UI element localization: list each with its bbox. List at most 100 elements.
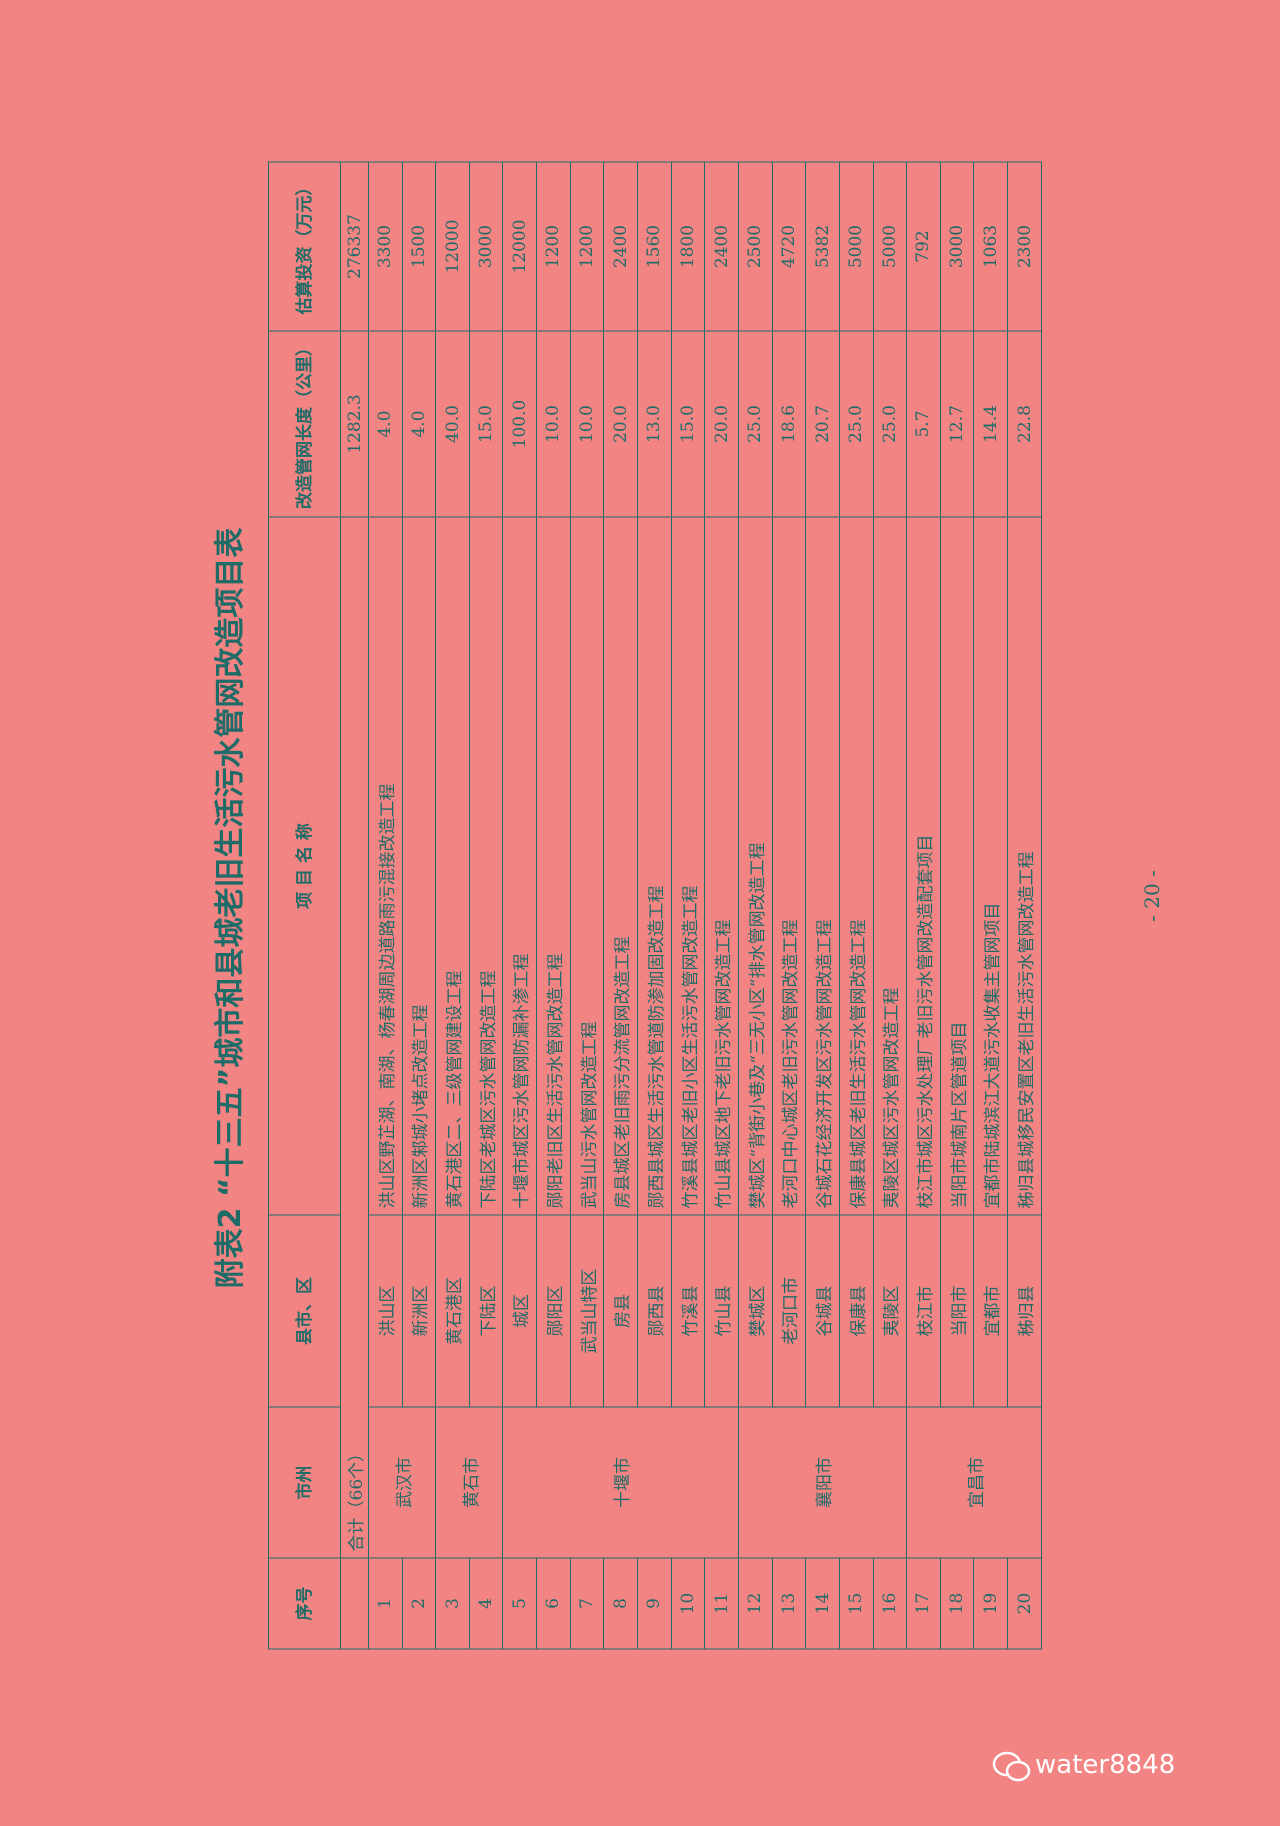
city: 黄石市 [435,1407,503,1558]
investment: 2400 [704,162,739,331]
header-cell: 序号 [268,1558,341,1649]
row-number: 1 [368,1558,403,1649]
project-name: 武当山污水管网改造工程 [570,517,604,1215]
row-number: 16 [873,1558,907,1649]
project-name: 枝江市城区污水处理厂老旧污水管网改造配套项目 [906,517,941,1215]
length: 20.0 [603,331,638,517]
project-name: 洪山区野芷湖、南湖、杨春湖周边道路雨污混接改造工程 [368,517,403,1215]
row-number: 14 [805,1558,840,1649]
length: 15.0 [469,331,503,517]
project-name: 保康县城区老旧生活污水管网改造工程 [839,517,874,1215]
row-number: 15 [839,1558,874,1649]
investment: 1560 [637,162,672,331]
length: 25.0 [873,331,907,517]
table-row: 5 十堰市 城区 十堰市城区污水管网防漏补渗工程 100.0 12000 [502,162,739,1649]
header-row: 序号 市州 县市、区项 目 名 称改造管网长度（公里） 估算投资（万元） [268,162,341,1649]
county: 黄石港区 [435,1215,470,1407]
investment: 3300 [368,162,403,331]
header-cell: 估算投资（万元） [268,162,341,331]
row-number: 5 [502,1558,537,1649]
total-investment: 276337 [340,162,369,331]
project-name: 樊城区“背街小巷及“三无小区”排水管网改造工程 [738,517,773,1215]
total-label: 合计（66个） [340,517,369,1558]
county: 保康县 [839,1215,874,1407]
investment: 2300 [1007,162,1042,331]
row-number: 12 [738,1558,773,1649]
investment: 1200 [570,162,604,331]
county: 下陆区 [469,1215,503,1407]
investment: 1063 [973,162,1008,331]
investment: 5000 [873,162,907,331]
header-cell: 县市、区 [268,1215,341,1407]
row-number: 6 [536,1558,571,1649]
document-title: 附表2 “十三五”城市和县城老旧生活污水管网改造项目表 [213,527,248,1289]
county: 武当山特区 [570,1215,604,1407]
row-number: 8 [603,1558,638,1649]
row-number: 20 [1007,1558,1042,1649]
row-number: 4 [469,1558,503,1649]
length: 13.0 [637,331,672,517]
project-name: 谷城石花经济开发区污水管网改造工程 [805,517,840,1215]
row-number: 9 [637,1558,672,1649]
county: 当阳市 [940,1215,974,1407]
header-cell: 改造管网长度（公里） [268,331,341,517]
length: 20.7 [805,331,840,517]
county: 城区 [502,1215,537,1407]
investment: 5000 [839,162,874,331]
investment: 1500 [402,162,436,331]
county: 谷城县 [805,1215,840,1407]
length: 4.0 [402,331,436,517]
county: 洪山区 [368,1215,403,1407]
row-number: 7 [570,1558,604,1649]
investment: 1200 [536,162,571,331]
table-row: 12 襄阳市 樊城区 樊城区“背街小巷及“三无小区”排水管网改造工程 25.0 2500 [738,162,907,1649]
investment: 3000 [940,162,974,331]
project-name: 新洲区邾城小堵点改造工程 [402,517,436,1215]
county: 樊城区 [738,1215,773,1407]
length: 100.0 [502,331,537,517]
investment: 2500 [738,162,773,331]
county: 竹山县 [704,1215,739,1407]
county: 郧阳区 [536,1215,571,1407]
county: 枝江市 [906,1215,941,1407]
length: 12.7 [940,331,974,517]
city: 襄阳市 [738,1407,907,1558]
project-name: 夷陵区城区污水管网改造工程 [873,517,907,1215]
length: 14.4 [973,331,1008,517]
total-length: 1282.3 [340,331,369,517]
cell [340,1558,369,1649]
investment: 2400 [603,162,638,331]
county: 新洲区 [402,1215,436,1407]
length: 15.0 [671,331,705,517]
row-number: 13 [772,1558,806,1649]
city: 宜昌市 [906,1407,1042,1558]
row-number: 11 [704,1558,739,1649]
project-name: 秭归县城移民安置区老旧生活污水管网改造工程 [1007,517,1042,1215]
project-name: 十堰市城区污水管网防漏补渗工程 [502,517,537,1215]
investment: 792 [906,162,941,331]
project-name: 下陆区老城区污水管网改造工程 [469,517,503,1215]
wechat-icon [992,1751,1031,1782]
table-row: 3 黄石市 黄石港区 黄石港区二、三级管网建设工程 40.0 12000 [435,162,503,1649]
investment: 3000 [469,162,503,331]
table-container: 序号 市州 县市、区项 目 名 称改造管网长度（公里） 估算投资（万元） 合计（66个）… [268,162,1042,1650]
county: 夷陵区 [873,1215,907,1407]
row-number: 17 [906,1558,941,1649]
county: 竹溪县 [671,1215,705,1407]
table-row: 17 宜昌市 枝江市 枝江市城区污水处理厂老旧污水管网改造配套项目 5.7 792 [906,162,1042,1649]
county: 房县 [603,1215,638,1407]
length: 5.7 [906,331,941,517]
length: 10.0 [536,331,571,517]
total-row: 合计（66个） 1282.3 276337 [340,162,369,1649]
county: 老河口市 [772,1215,806,1407]
project-name: 黄石港区二、三级管网建设工程 [435,517,470,1215]
row-number: 10 [671,1558,705,1649]
table-row: 1 武汉市 洪山区 洪山区野芷湖、南湖、杨春湖周边道路雨污混接改造工程 4.0 3300 [368,162,436,1649]
investment: 12000 [502,162,537,331]
row-number: 19 [973,1558,1008,1649]
length: 22.8 [1007,331,1042,517]
project-name: 宜都市陆城滨江大道污水收集主管网项目 [973,517,1008,1215]
city: 武汉市 [368,1407,436,1558]
length: 40.0 [435,331,470,517]
